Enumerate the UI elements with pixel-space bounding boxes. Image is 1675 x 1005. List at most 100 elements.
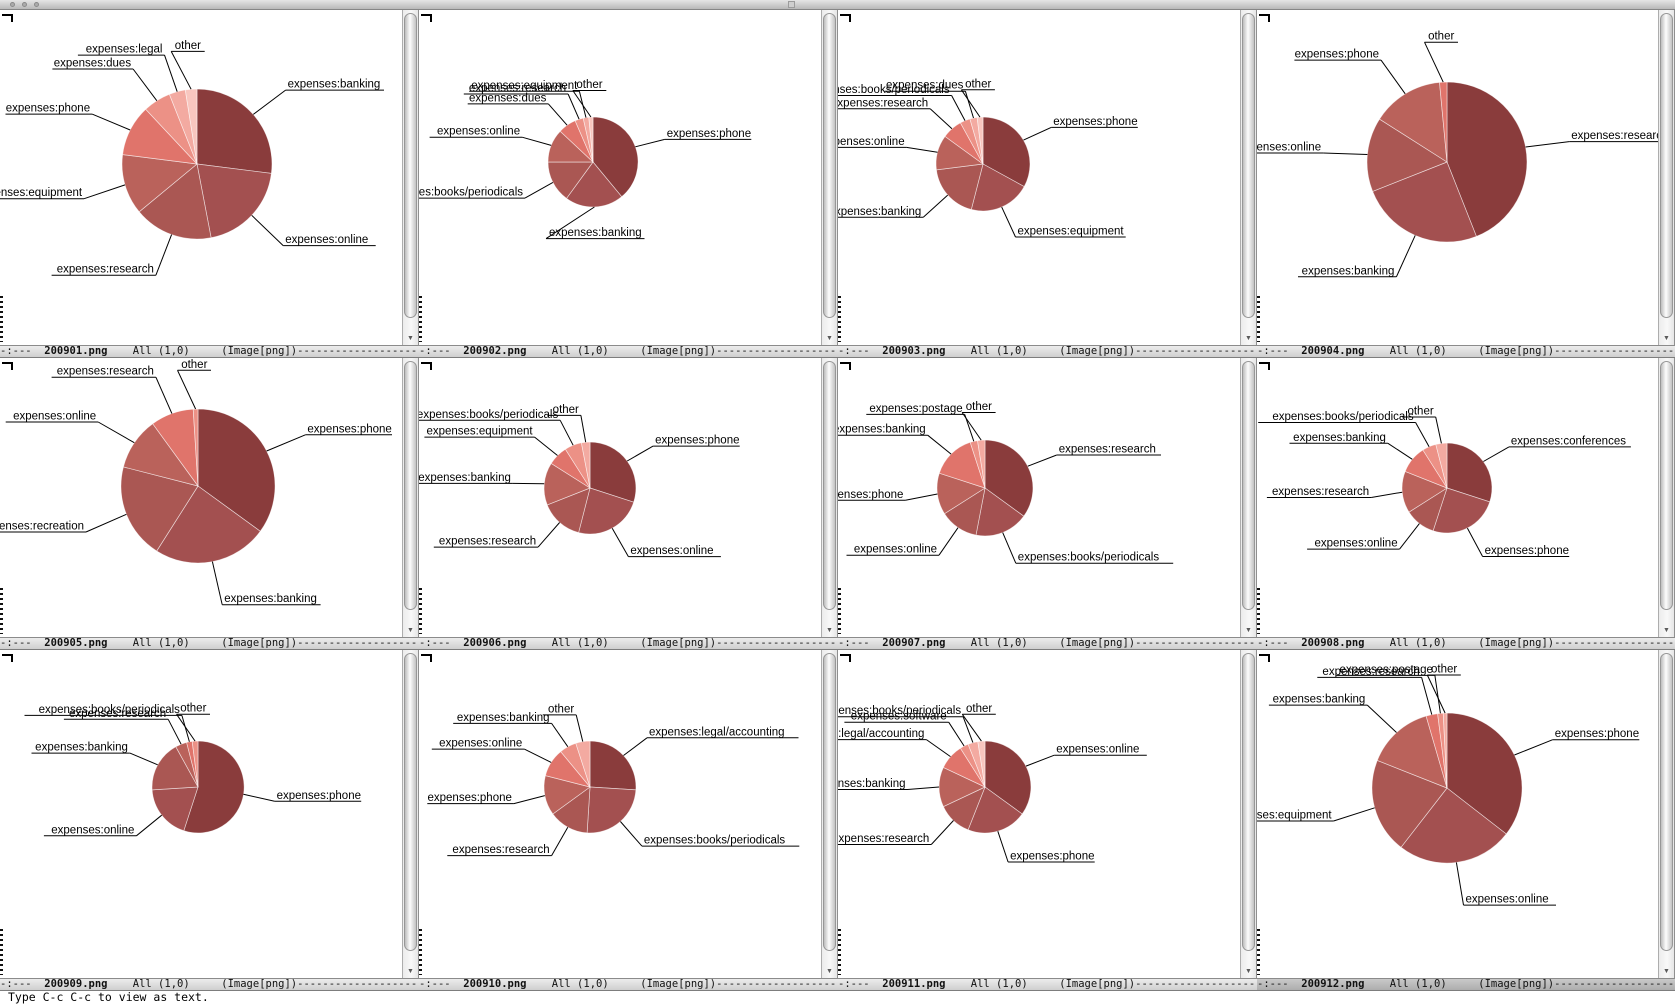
pie-slice-label: expenses:online (285, 234, 368, 246)
modeline-status: All (1,0) (Image[png])------------------… (107, 978, 419, 990)
pie-slice-label: other (548, 703, 574, 715)
mode-line[interactable]: -:--- 200911.png All (1,0) (Image[png])-… (838, 978, 1257, 991)
mode-line[interactable]: -:--- 200902.png All (1,0) (Image[png])-… (419, 345, 838, 358)
scrollbar-thumb[interactable] (1660, 13, 1673, 318)
scrollbar-thumb[interactable] (1660, 361, 1673, 610)
mode-line[interactable]: -:--- 200909.png All (1,0) (Image[png])-… (0, 978, 419, 991)
modeline-buffer-name[interactable]: 200904.png (1301, 345, 1364, 357)
scrollbar-thumb[interactable] (823, 361, 836, 610)
pie-chart-image: expenses:phoneexpenses:equipmentexpenses… (838, 10, 1240, 345)
emacs-window[interactable]: expenses:phoneexpenses:onlineexpenses:eq… (1257, 650, 1675, 991)
scrollbar-thumb[interactable] (1242, 653, 1255, 951)
mode-line[interactable]: -:--- 200903.png All (1,0) (Image[png])-… (838, 345, 1257, 358)
vertical-scrollbar[interactable]: ▼ (821, 358, 838, 637)
pie-slice-label: expenses:books/periodicals (1272, 411, 1414, 423)
label-leader-line (907, 147, 938, 152)
modeline-buffer-name[interactable]: 200910.png (463, 978, 526, 990)
vertical-scrollbar[interactable]: ▼ (821, 10, 838, 345)
close-window-icon[interactable] (10, 2, 15, 7)
vertical-scrollbar[interactable]: ▼ (1240, 358, 1257, 637)
modeline-buffer-name[interactable]: 200903.png (882, 345, 945, 357)
vertical-scrollbar[interactable]: ▼ (1658, 358, 1675, 637)
label-leader-line (548, 104, 567, 125)
scroll-down-arrow-icon[interactable]: ▼ (403, 968, 418, 976)
mode-line[interactable]: -:--- 200912.png All (1,0) (Image[png])-… (1257, 978, 1675, 991)
emacs-window[interactable]: expenses:researchexpenses:bankingexpense… (1257, 10, 1675, 358)
emacs-window[interactable]: expenses:phoneexpenses:equipmentexpenses… (838, 10, 1257, 358)
vertical-scrollbar[interactable]: ▼ (1240, 10, 1257, 345)
mode-line[interactable]: -:--- 200906.png All (1,0) (Image[png])-… (419, 637, 838, 650)
emacs-window[interactable]: expenses:phoneexpenses:bankingexpenses:b… (419, 10, 838, 358)
modeline-buffer-name[interactable]: 200908.png (1301, 637, 1364, 649)
scroll-down-arrow-icon[interactable]: ▼ (822, 335, 837, 343)
mode-line[interactable]: -:--- 200908.png All (1,0) (Image[png])-… (1257, 637, 1675, 650)
mode-line[interactable]: -:--- 200910.png All (1,0) (Image[png])-… (419, 978, 838, 991)
modeline-buffer-name[interactable]: 200901.png (44, 345, 107, 357)
scroll-down-arrow-icon[interactable]: ▼ (1659, 968, 1674, 976)
label-leader-line (581, 415, 586, 442)
vertical-scrollbar[interactable]: ▼ (1658, 10, 1675, 345)
modeline-buffer-name[interactable]: 200909.png (44, 978, 107, 990)
minibuffer-echo-area[interactable]: Type C-c C-c to view as text. (0, 991, 1675, 1005)
scroll-down-arrow-icon[interactable]: ▼ (1241, 627, 1256, 635)
scrollbar-thumb[interactable] (1242, 361, 1255, 610)
pie-chart-image: expenses:legal/accountingexpenses:books/… (419, 650, 821, 978)
image-display-area: expenses:phoneexpenses:bankingexpenses:r… (0, 358, 419, 637)
vertical-scrollbar[interactable]: ▼ (402, 358, 419, 637)
scroll-down-arrow-icon[interactable]: ▼ (1659, 627, 1674, 635)
vertical-scrollbar[interactable]: ▼ (402, 650, 419, 978)
label-leader-line (212, 562, 222, 605)
pie-slice-label: expenses:online (13, 411, 96, 423)
scrollbar-thumb[interactable] (404, 361, 417, 610)
window-title-bar (0, 0, 1675, 10)
vertical-scrollbar[interactable]: ▼ (1658, 650, 1675, 978)
modeline-buffer-name[interactable]: 200911.png (882, 978, 945, 990)
pie-slice-label: expenses:equipment (471, 80, 578, 92)
scroll-down-arrow-icon[interactable]: ▼ (1241, 968, 1256, 976)
scroll-down-arrow-icon[interactable]: ▼ (403, 335, 418, 343)
scrollbar-thumb[interactable] (823, 13, 836, 318)
mode-line[interactable]: -:--- 200907.png All (1,0) (Image[png])-… (838, 637, 1257, 650)
modeline-status: All (1,0) (Image[png])------------------… (945, 345, 1257, 357)
label-leader-line (535, 437, 558, 455)
modeline-buffer-name[interactable]: 200907.png (882, 637, 945, 649)
scroll-down-arrow-icon[interactable]: ▼ (1659, 335, 1674, 343)
vertical-scrollbar[interactable]: ▼ (1240, 650, 1257, 978)
mode-line[interactable]: -:--- 200904.png All (1,0) (Image[png])-… (1257, 345, 1675, 358)
modeline-buffer-name[interactable]: 200905.png (44, 637, 107, 649)
mode-line[interactable]: -:--- 200905.png All (1,0) (Image[png])-… (0, 637, 419, 650)
scrollbar-thumb[interactable] (1242, 13, 1255, 318)
scrollbar-thumb[interactable] (404, 653, 417, 951)
minimize-window-icon[interactable] (22, 2, 27, 7)
label-leader-line (1334, 808, 1375, 821)
modeline-buffer-name[interactable]: 200902.png (463, 345, 526, 357)
modeline-buffer-name[interactable]: 200912.png (1301, 978, 1364, 990)
scrollbar-thumb[interactable] (823, 653, 836, 951)
modeline-prefix: -:--- (1257, 978, 1301, 990)
vertical-scrollbar[interactable]: ▼ (821, 650, 838, 978)
vertical-scrollbar[interactable]: ▼ (402, 10, 419, 345)
scroll-down-arrow-icon[interactable]: ▼ (822, 627, 837, 635)
pie-slice-label: expenses:dues (886, 80, 964, 92)
scrollbar-thumb[interactable] (1660, 653, 1673, 951)
label-leader-line (514, 796, 545, 804)
label-leader-line (952, 96, 965, 121)
label-leader-line (1396, 235, 1415, 276)
emacs-window[interactable]: expenses:phoneexpenses:bankingexpenses:r… (0, 358, 419, 650)
scroll-down-arrow-icon[interactable]: ▼ (822, 968, 837, 976)
mode-line[interactable]: -:--- 200901.png All (1,0) (Image[png])-… (0, 345, 419, 358)
scroll-down-arrow-icon[interactable]: ▼ (1241, 335, 1256, 343)
zoom-window-icon[interactable] (34, 2, 39, 7)
modeline-buffer-name[interactable]: 200906.png (463, 637, 526, 649)
scroll-down-arrow-icon[interactable]: ▼ (403, 627, 418, 635)
scrollbar-thumb[interactable] (404, 13, 417, 318)
